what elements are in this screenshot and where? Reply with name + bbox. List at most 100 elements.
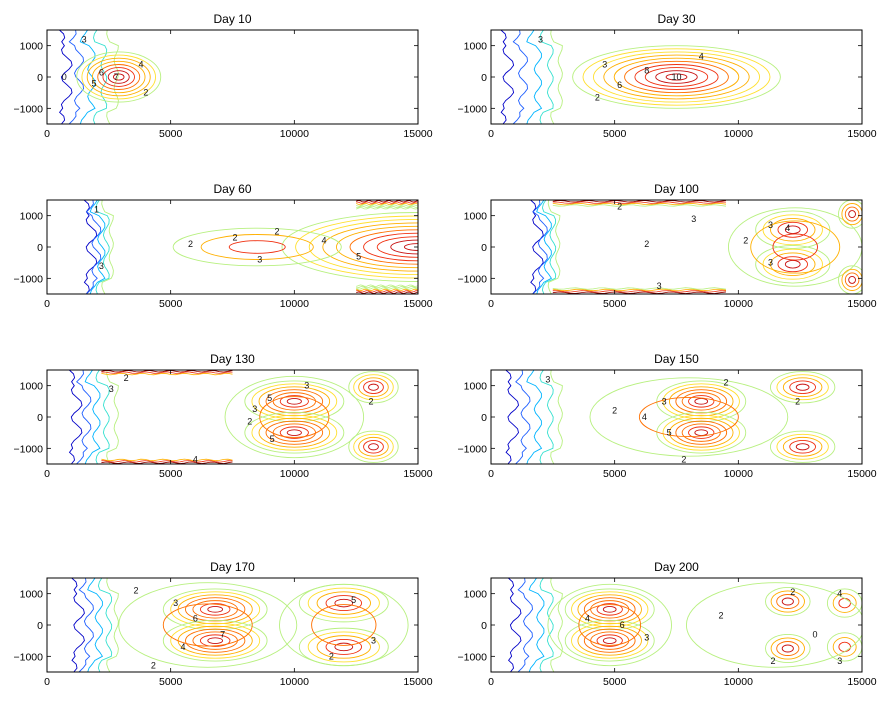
blob-contour (638, 396, 739, 438)
y-tick-label: 0 (37, 412, 43, 424)
blob-contour (348, 371, 399, 404)
blob-contour (582, 48, 771, 106)
blob-contour (162, 603, 253, 647)
blob-contour (308, 218, 418, 276)
edge-contour (552, 291, 727, 294)
blob-contour (348, 430, 399, 463)
blob-contour (762, 248, 823, 280)
blob-contour (363, 232, 418, 262)
wall-contour-3 (84, 370, 101, 464)
y-tick-label: 0 (37, 72, 43, 84)
wall-contour-2 (78, 578, 94, 672)
edge-contour (552, 287, 727, 290)
blob-contour (251, 383, 338, 420)
plot-area (46, 29, 419, 125)
contour-label: 3 (109, 384, 114, 394)
y-tick-label: 1000 (464, 381, 488, 393)
wall-contour-5 (550, 30, 563, 124)
wall-contour-4 (93, 30, 108, 124)
contour-label: 2 (644, 239, 649, 249)
blob-contour (596, 634, 623, 647)
blob-contour (334, 642, 354, 652)
edge-contour (356, 290, 418, 293)
blob-contour (602, 637, 617, 645)
x-tick-label: 10000 (724, 298, 753, 310)
blob-contour (789, 380, 816, 394)
x-tick-label: 5000 (159, 298, 183, 310)
wall-contour-1 (71, 578, 85, 672)
blob-contour (662, 414, 740, 451)
blob-contour (307, 587, 380, 619)
edge-contour (356, 205, 418, 209)
blob-contour (755, 210, 831, 250)
blob-contour (307, 631, 380, 663)
blob-contour (776, 594, 800, 609)
blob-contour (286, 397, 302, 405)
blob-contour (251, 414, 338, 451)
blob-contour (675, 420, 728, 445)
edge-contour (101, 458, 233, 462)
blob-contour (349, 229, 418, 265)
blob-contour (832, 637, 857, 657)
panel-1: 765 4 2 3 0 Day 10 0 5000 10000 15000 −1000 0 1000 (14, 12, 433, 140)
wall-contour-1 (500, 30, 515, 124)
blob-contour (81, 54, 156, 100)
wall-contour-5 (547, 200, 561, 294)
wall-contour-4 (539, 578, 554, 672)
blob-contour (776, 433, 829, 460)
panel-2: 10 8 6 3 2 4 3 Day 30 0 5000 10000 15000 −1000 0 1000 (458, 12, 877, 140)
edge-contour (356, 287, 418, 290)
blob-contour (112, 73, 125, 81)
blob-contour (795, 383, 810, 391)
y-tick-label: −1000 (14, 103, 44, 115)
contour-label: 3 (538, 34, 543, 44)
y-tick-label: −1000 (458, 273, 488, 285)
blob-contour (265, 389, 324, 414)
wall-contour-4 (95, 370, 110, 464)
x-tick-label: 0 (44, 468, 50, 480)
blob-contour (571, 622, 649, 659)
blob-contour (258, 417, 331, 448)
contour-label: 6 (99, 67, 104, 77)
blob-contour (259, 396, 330, 438)
blob-contour (656, 380, 747, 423)
blob-contour (162, 588, 268, 631)
y-tick-label: 1000 (20, 589, 44, 601)
contour-label: 3 (82, 34, 87, 44)
contour-label: 2 (247, 417, 252, 427)
panel-title: Day 10 (213, 12, 251, 26)
contour-group (505, 370, 836, 464)
blob-contour (782, 436, 823, 457)
wall-contour-5 (550, 578, 563, 672)
panel-title: Day 100 (654, 182, 699, 196)
y-tick-label: 0 (481, 72, 487, 84)
contour-label: 2 (723, 378, 728, 388)
blob-contour (91, 60, 146, 94)
contour-label: 2 (329, 651, 334, 661)
contour-label: 8 (644, 66, 649, 76)
contour-label: 2 (612, 406, 617, 416)
x-tick-label: 15000 (403, 128, 432, 140)
wall-contour-2 (532, 200, 548, 294)
contour-label: 4 (837, 589, 842, 599)
blob-contour (655, 70, 698, 84)
blob-contour (688, 426, 715, 439)
wall-contour-2 (68, 30, 84, 124)
blob-contour (848, 210, 856, 219)
blob-contour (578, 604, 642, 646)
y-tick-label: 1000 (20, 381, 44, 393)
wall-contour-1 (507, 578, 522, 672)
contour-label: 7 (114, 72, 119, 82)
x-tick-label: 10000 (280, 676, 309, 688)
contour-label: 2 (719, 611, 724, 621)
blob-contour (762, 214, 823, 246)
x-tick-label: 0 (44, 128, 50, 140)
x-tick-label: 5000 (159, 676, 183, 688)
blob-contour (694, 397, 709, 405)
wall-contour-5 (106, 370, 119, 464)
contour-label: 4 (642, 412, 647, 422)
contour-label: 3 (644, 633, 649, 643)
contour-label: 4 (785, 223, 790, 233)
contour-label: 2 (124, 373, 129, 383)
